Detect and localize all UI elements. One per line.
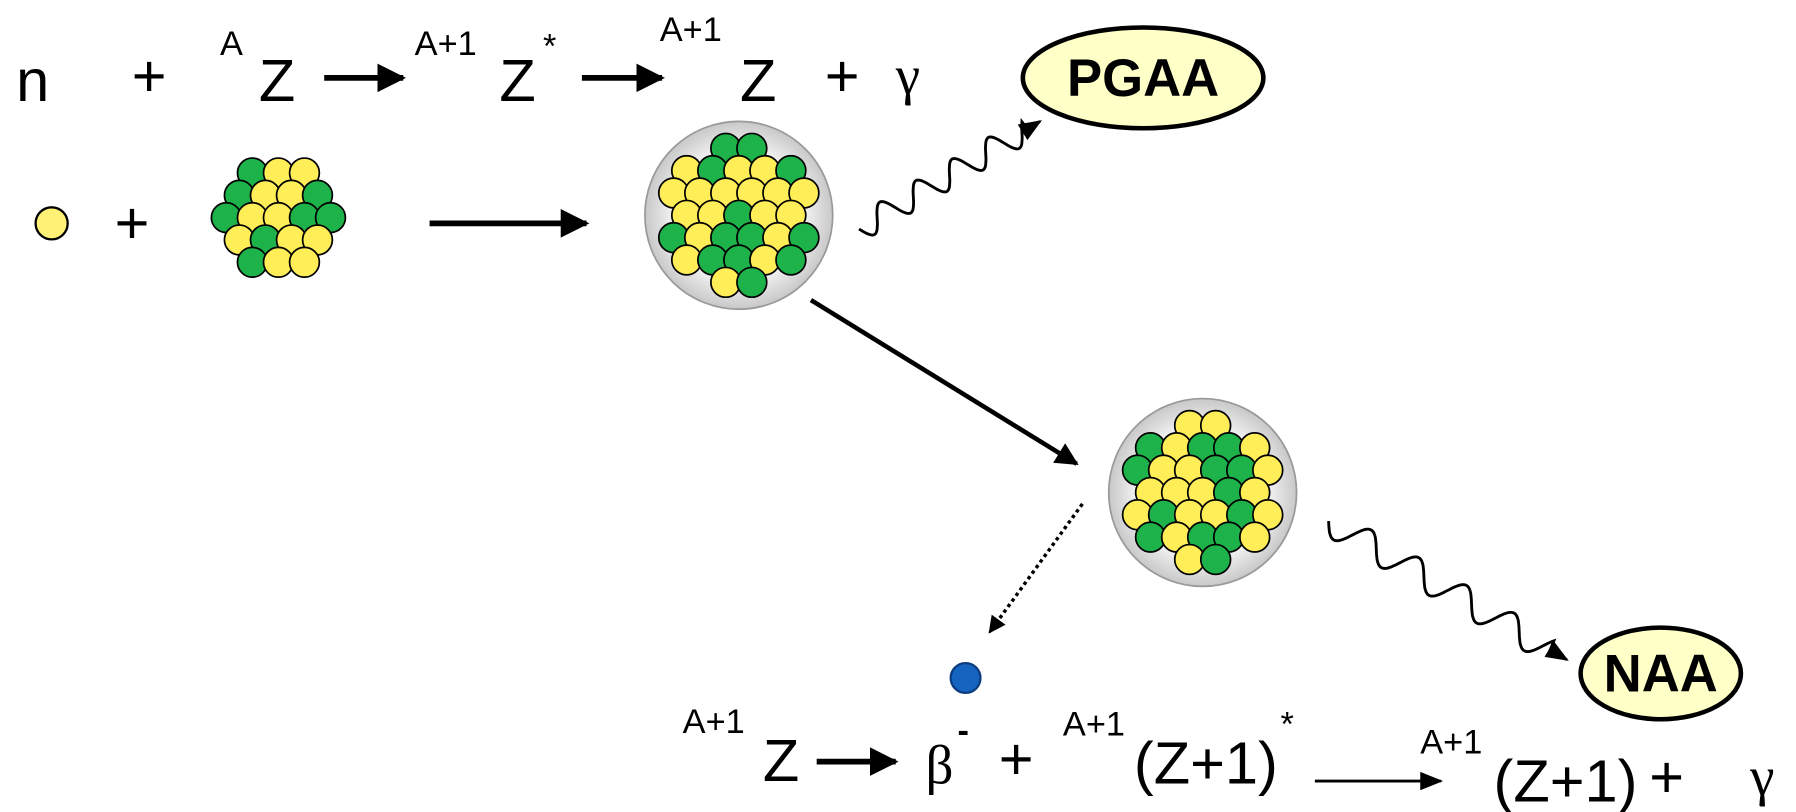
nucleus — [211, 158, 345, 277]
superscript: * — [1281, 705, 1294, 743]
superscript: A+1 — [1063, 705, 1125, 743]
nucleon — [1201, 545, 1231, 575]
symbol: Z — [763, 727, 799, 794]
gamma: γ — [1749, 746, 1774, 807]
gamma-wave — [1329, 521, 1567, 660]
operator: + — [115, 189, 150, 256]
operator: + — [132, 42, 167, 109]
superscript: * — [543, 27, 556, 65]
beta-particle — [951, 663, 981, 693]
compound-nucleus — [659, 133, 819, 297]
superscript: A+1 — [415, 25, 477, 63]
nucleon — [737, 267, 767, 297]
nucleon — [1240, 522, 1270, 552]
operator: + — [999, 725, 1034, 792]
superscript: A+1 — [660, 11, 722, 49]
symbol: n — [16, 47, 49, 114]
naa-label: NAA — [1604, 645, 1718, 704]
symbol: Z — [259, 47, 295, 114]
superscript: A — [220, 25, 243, 63]
symbol: Z — [499, 47, 535, 114]
radioactive-nucleus — [1123, 411, 1283, 575]
symbol: (Z+1) — [1494, 748, 1638, 812]
nucleon — [776, 245, 806, 275]
symbol: (Z+1) — [1134, 729, 1278, 796]
arrow — [811, 300, 1077, 464]
gamma-wave — [859, 121, 1040, 235]
superscript: - — [958, 712, 969, 750]
diagram: n + A Z A+1 Z * A+1 Z + γ PGAA + NAA A+1… — [0, 0, 1796, 812]
operator: + — [1649, 743, 1684, 810]
symbol: Z — [740, 47, 776, 114]
operator: + — [825, 42, 860, 109]
nucleon — [290, 247, 320, 277]
dotted-arrow — [990, 504, 1083, 632]
neutron — [36, 207, 68, 239]
pgaa-label: PGAA — [1067, 49, 1219, 108]
beta: β — [925, 734, 953, 795]
gamma: γ — [895, 45, 920, 106]
superscript: A+1 — [1420, 724, 1482, 762]
superscript: A+1 — [683, 703, 745, 741]
